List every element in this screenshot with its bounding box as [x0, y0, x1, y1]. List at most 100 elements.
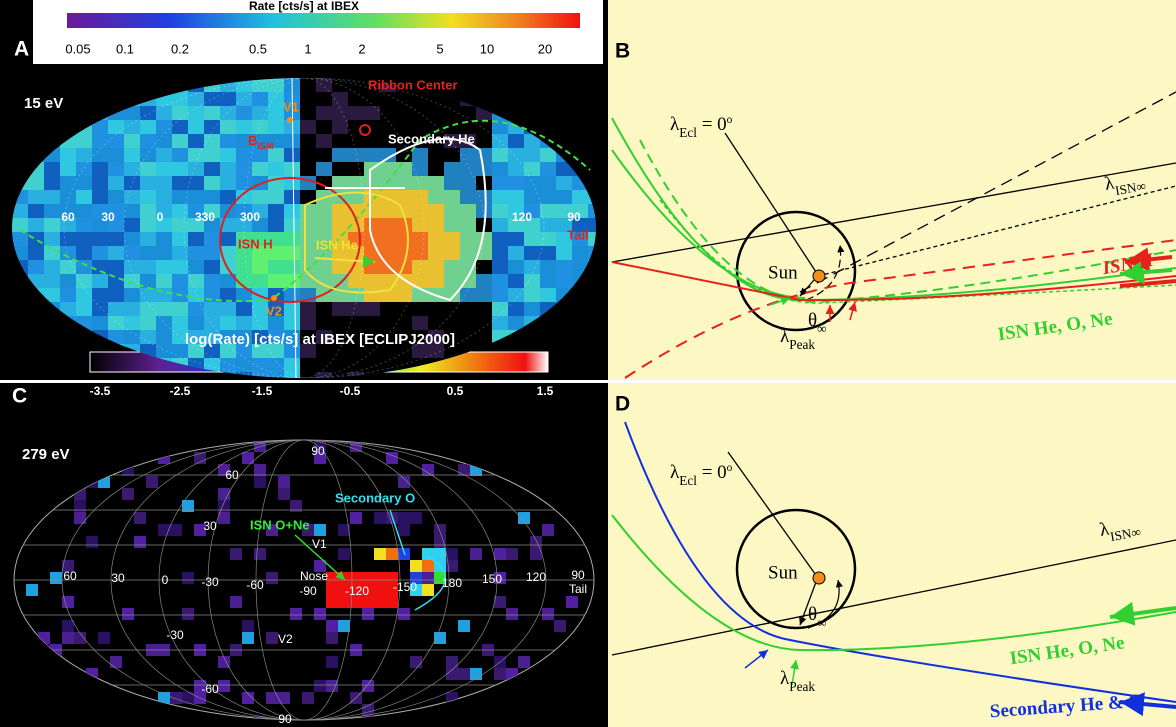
map-pixel [326, 620, 338, 632]
map-pixel [524, 302, 540, 316]
map-pixel [386, 452, 398, 464]
map-pixel [140, 148, 156, 162]
map-pixel [92, 148, 108, 162]
map-pixel [284, 302, 300, 316]
map-pixel [326, 656, 338, 668]
map-pixel [588, 232, 596, 246]
map-pixel [204, 274, 220, 288]
grid-label: -150 [393, 580, 417, 594]
colorbar-tick-label: 2 [358, 41, 365, 56]
map-pixel [284, 330, 300, 344]
map-pixel [338, 524, 350, 536]
map-pixel [268, 246, 284, 260]
map-pixel [374, 596, 386, 608]
map-pixel [412, 330, 428, 344]
panel-b-bg [608, 0, 1176, 380]
map-pixel [524, 162, 540, 176]
map-pixel [108, 330, 124, 344]
map-pixel [76, 288, 92, 302]
map-pixel [314, 524, 326, 536]
map-pixel [124, 232, 140, 246]
map-pixel [170, 524, 182, 536]
map-pixel [108, 232, 124, 246]
map-pixel [540, 246, 556, 260]
map-pixel [444, 274, 460, 288]
map-pixel [268, 120, 284, 134]
map-pixel [140, 106, 156, 120]
map-pixel [108, 302, 124, 316]
map-pixel [268, 190, 284, 204]
map-pixel [252, 162, 268, 176]
map-pixel [188, 274, 204, 288]
secondary-arrow [1119, 692, 1176, 717]
map-pixel [122, 608, 134, 620]
map-pixel [188, 176, 204, 190]
map-pixel [242, 632, 254, 644]
lambda-peak-label: λPeak [780, 668, 815, 693]
map-pixel [460, 302, 476, 316]
map-pixel [428, 148, 444, 162]
map-pixel [140, 120, 156, 134]
map-pixel [348, 344, 364, 358]
map-pixel [380, 92, 396, 106]
map-pixel [540, 288, 556, 302]
meridian [63, 78, 545, 378]
blue-arrow [744, 649, 769, 669]
map-pixel [188, 260, 204, 274]
map-pixel [470, 548, 482, 560]
map-pixel [348, 302, 364, 316]
isn-arrow [1109, 601, 1176, 626]
isn-label: ISN O+Ne [250, 517, 310, 532]
secondary-contour [369, 137, 487, 302]
label-part: θ [808, 310, 817, 331]
map-pixel [284, 176, 300, 190]
longitude-label: 330 [195, 210, 215, 224]
isn-h-trajectory [611, 261, 1176, 302]
map-pixel [332, 260, 348, 274]
map-pixel [540, 190, 556, 204]
map-pixel [364, 204, 380, 218]
map-pixel [172, 260, 188, 274]
map-pixel [252, 148, 268, 162]
map-pixel [218, 464, 230, 476]
map-pixel [284, 134, 300, 148]
map-pixel [444, 134, 460, 148]
map-pixel [172, 316, 188, 330]
map-pixel [172, 218, 188, 232]
map-pixel [412, 176, 428, 190]
map-pixel [28, 218, 44, 232]
tail-label: Tail [569, 582, 587, 596]
map-pixel [316, 134, 332, 148]
map-pixel [412, 218, 428, 232]
map-pixel [188, 232, 204, 246]
map-pixel [364, 302, 380, 316]
map-pixel [362, 596, 374, 608]
map-pixel [508, 316, 524, 330]
map-pixel [444, 260, 460, 274]
map-pixel [28, 176, 44, 190]
green-arrow [769, 296, 791, 306]
map-pixel [460, 162, 476, 176]
map-pixel [62, 632, 74, 644]
map-pixel [290, 608, 302, 620]
map-pixel [396, 120, 412, 134]
map-pixel [108, 176, 124, 190]
map-pixel [220, 92, 236, 106]
map-pixel [44, 246, 60, 260]
map-pixel [316, 120, 332, 134]
sun-label: Sun [768, 262, 798, 283]
map-pixel [380, 218, 396, 232]
map-pixel [252, 190, 268, 204]
map-pixel [386, 584, 398, 596]
map-pixel [508, 162, 524, 176]
grid-label: -30 [166, 628, 184, 642]
map-pixel [60, 288, 76, 302]
map-pixel [348, 204, 364, 218]
map-pixel [540, 232, 556, 246]
grid-label: 30 [203, 519, 217, 533]
map-pixel [518, 512, 530, 524]
v1-marker [287, 117, 293, 123]
map-pixel [252, 274, 268, 288]
map-pixel [236, 288, 252, 302]
